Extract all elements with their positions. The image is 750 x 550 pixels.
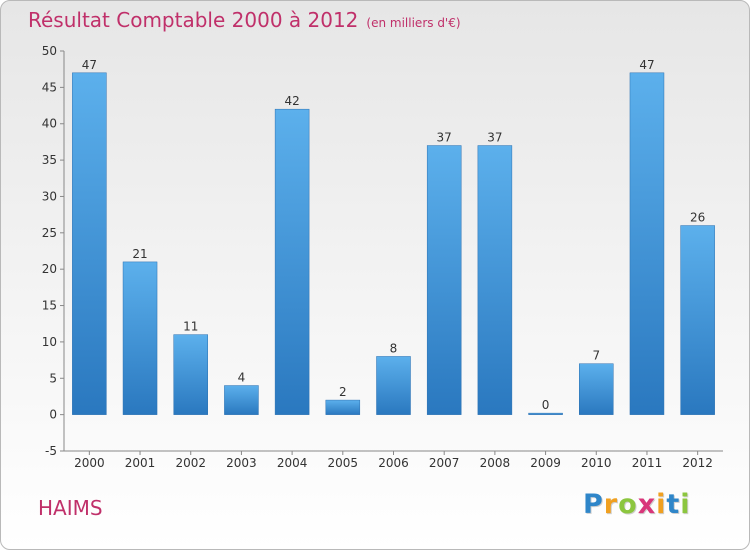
y-tick-label: 30 [42, 189, 57, 203]
bar [275, 109, 309, 414]
bar [630, 73, 664, 415]
bar [326, 400, 360, 415]
data-label: 7 [592, 349, 600, 363]
bar [529, 413, 563, 415]
y-tick-label: -5 [45, 444, 57, 458]
data-label: 8 [390, 341, 398, 355]
bar [174, 335, 208, 415]
x-tick-label: 2011 [632, 456, 663, 470]
x-tick-label: 2008 [480, 456, 511, 470]
data-label: 11 [183, 320, 198, 334]
y-tick-label: 50 [42, 44, 57, 58]
x-tick-label: 2004 [277, 456, 308, 470]
bar [72, 73, 106, 415]
y-tick-label: 5 [49, 371, 57, 385]
y-tick-label: 10 [42, 335, 57, 349]
logo-letter: i [656, 489, 666, 520]
logo-letter: P [583, 489, 604, 520]
y-tick-label: 25 [42, 226, 57, 240]
y-tick-label: 35 [42, 153, 57, 167]
x-tick-label: 2012 [682, 456, 713, 470]
y-tick-label: 15 [42, 299, 57, 313]
logo-letter: i [680, 489, 690, 520]
data-label: 26 [690, 211, 705, 225]
proxiti-logo: Proxiti [583, 489, 691, 520]
x-tick-label: 2009 [530, 456, 561, 470]
bar [123, 262, 157, 415]
bars [72, 73, 714, 415]
x-tick-label: 2001 [125, 456, 156, 470]
x-tick-label: 2005 [328, 456, 359, 470]
data-label: 37 [487, 131, 502, 145]
x-tick-label: 2000 [74, 456, 105, 470]
y-tick-label: 20 [42, 262, 57, 276]
x-tick-label: 2010 [581, 456, 612, 470]
logo-letter: t [666, 489, 680, 520]
bar-chart: -5051015202530354045502000 2001 2002 2003 20… [1, 1, 750, 550]
x-tick-label: 2003 [226, 456, 257, 470]
data-label: 42 [284, 94, 299, 108]
bar [478, 146, 512, 415]
chart-frame: Résultat Comptable 2000 à 2012 (en millie… [0, 0, 750, 550]
data-label: 4 [238, 371, 246, 385]
commune-name: HAIMS [38, 496, 103, 520]
logo-letter: r [604, 489, 618, 520]
y-tick-label: 0 [49, 408, 57, 422]
bar [224, 386, 258, 415]
x-tick-label: 2007 [429, 456, 460, 470]
data-label: 47 [639, 58, 654, 72]
bar [377, 356, 411, 414]
bar [427, 146, 461, 415]
bar [681, 226, 715, 415]
y-tick-label: 40 [42, 117, 57, 131]
logo-letter: o [618, 489, 638, 520]
data-label: 21 [132, 247, 147, 261]
bar [579, 364, 613, 415]
x-tick-label: 2002 [175, 456, 206, 470]
data-label: 0 [542, 398, 550, 412]
y-tick-label: 45 [42, 80, 57, 94]
data-label: 2 [339, 385, 347, 399]
logo-letter: x [638, 489, 656, 520]
data-label: 37 [437, 131, 452, 145]
data-label: 47 [82, 58, 97, 72]
x-tick-label: 2006 [378, 456, 409, 470]
